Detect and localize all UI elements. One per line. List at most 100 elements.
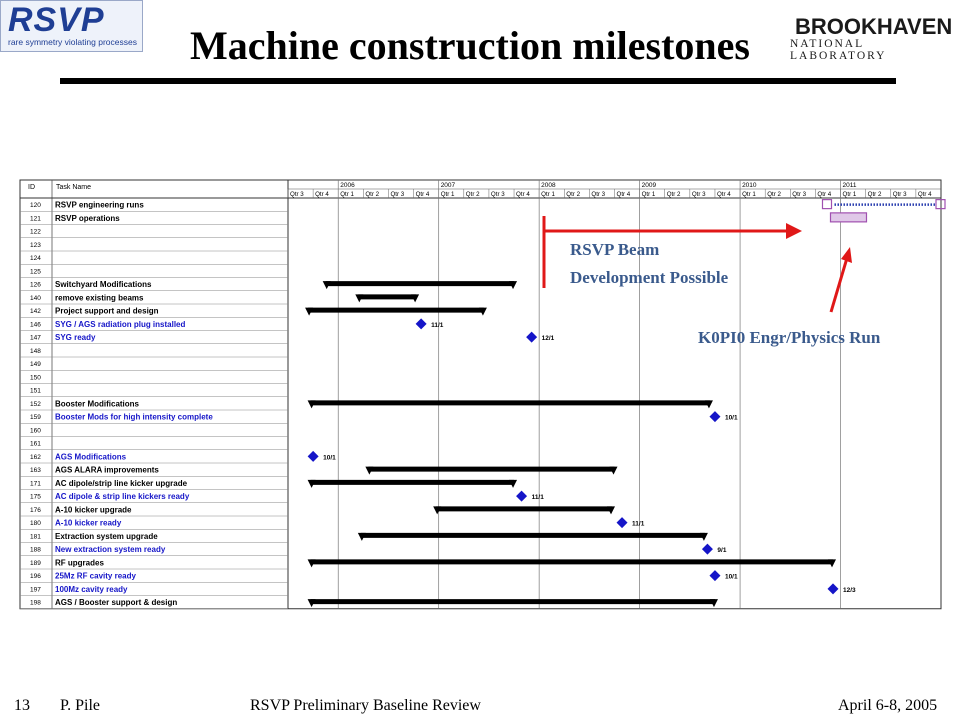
year-label: 2009 <box>642 182 657 189</box>
summary-bar-end-cap <box>828 559 837 568</box>
rsvp-logo <box>0 0 143 52</box>
milestone-date-label: 10/1 <box>725 415 738 422</box>
row-id: 140 <box>30 295 41 302</box>
quarter-label: Qtr 3 <box>692 191 706 198</box>
row-task-name: Booster Modifications <box>55 399 140 408</box>
row-id: 120 <box>30 202 41 209</box>
summary-bar <box>360 532 705 538</box>
row-id: 160 <box>30 427 41 434</box>
summary-bar-end-cap <box>709 599 718 608</box>
summary-bar-start-cap <box>307 479 316 488</box>
summary-bar <box>436 506 612 512</box>
row-id: 150 <box>30 374 41 381</box>
row-id: 197 <box>30 586 41 593</box>
footer-author: P. Pile <box>60 697 101 714</box>
quarter-label: Qtr 3 <box>792 191 806 198</box>
summary-bar <box>368 466 615 472</box>
row-id: 151 <box>30 388 41 395</box>
row-id: 163 <box>30 467 41 474</box>
summary-bar <box>310 479 515 485</box>
row-id: 122 <box>30 229 41 236</box>
row-id: 181 <box>30 533 41 540</box>
row-id: 149 <box>30 361 41 368</box>
year-label: 2007 <box>441 182 456 189</box>
quarter-label: Qtr 1 <box>441 191 455 198</box>
engineering-run-start-marker <box>821 199 833 210</box>
summary-bar-end-cap <box>509 479 518 488</box>
row-id: 188 <box>30 547 41 554</box>
engineering-run-end-marker <box>935 199 946 210</box>
summary-bar <box>358 294 417 300</box>
row-task-name: AC dipole/strip line kicker upgrade <box>55 479 188 488</box>
title-underline <box>60 78 896 84</box>
row-task-name: AGS / Booster support & design <box>55 598 177 607</box>
milestone-date-label: 11/1 <box>532 494 545 501</box>
row-id: 171 <box>30 480 41 487</box>
summary-bar-end-cap <box>411 294 420 303</box>
quarter-label: Qtr 4 <box>617 191 631 198</box>
annotation-overlay <box>542 199 946 313</box>
summary-bar-start-cap <box>305 307 314 316</box>
quarter-label: Qtr 2 <box>767 191 781 198</box>
summary-bar-start-cap <box>355 294 364 303</box>
milestone-date-label: 10/1 <box>725 574 738 581</box>
row-task-name: 25Mz RF cavity ready <box>55 572 136 581</box>
header-task-name: Task Name <box>56 184 91 191</box>
year-label: 2011 <box>843 182 857 189</box>
row-id: 196 <box>30 573 41 580</box>
summary-bar-end-cap <box>606 506 615 515</box>
beam-development-label-line1: RSVP Beam <box>570 240 660 259</box>
row-id: 176 <box>30 507 41 514</box>
summary-bar-end-cap <box>704 400 713 409</box>
quarter-label: Qtr 4 <box>817 191 831 198</box>
row-id: 159 <box>30 414 41 421</box>
row-task-name: AGS Modifications <box>55 452 127 461</box>
milestone-date-label: 11/1 <box>632 521 645 528</box>
summary-bar-start-cap <box>365 466 374 475</box>
row-id: 175 <box>30 494 41 501</box>
footer-date: April 6-8, 2005 <box>838 697 938 714</box>
milestone-diamond <box>827 583 839 595</box>
row-id: 123 <box>30 242 41 249</box>
summary-bar <box>308 307 484 313</box>
row-task-name: 100Mz cavity ready <box>55 585 128 594</box>
quarter-label: Qtr 4 <box>416 191 430 198</box>
rsvp-logo-subtitle: rare symmetry violating processes <box>8 37 137 47</box>
quarter-label: Qtr 1 <box>340 191 354 198</box>
milestone-date-label: 10/1 <box>323 454 336 461</box>
row-task-name: A-10 kicker upgrade <box>55 505 132 514</box>
year-label: 2006 <box>340 182 355 189</box>
milestone-diamond <box>709 570 721 582</box>
row-id: 121 <box>30 215 41 222</box>
row-task-name: Extraction system upgrade <box>55 532 158 541</box>
row-id: 189 <box>30 560 41 567</box>
quarter-label: Qtr 2 <box>667 191 681 198</box>
quarter-label: Qtr 2 <box>566 191 580 198</box>
year-label: 2008 <box>541 182 556 189</box>
row-task-name: RF upgrades <box>55 558 104 567</box>
milestone-diamond <box>415 318 427 330</box>
k0pi0-run-label: K0PI0 Engr/Physics Run <box>698 328 881 347</box>
quarter-label: Qtr 2 <box>868 191 882 198</box>
summary-bar <box>310 400 710 406</box>
rsvp-operations-bar <box>829 212 868 223</box>
bnl-logo-subtitle: NATIONAL LABORATORY <box>790 38 887 62</box>
row-task-name: AC dipole & strip line kickers ready <box>55 492 190 501</box>
row-task-name: Project support and design <box>55 307 159 316</box>
quarter-label: Qtr 1 <box>843 191 857 198</box>
k0pi0-arrow-shaft <box>829 257 849 313</box>
milestone-diamond <box>616 517 628 529</box>
row-id: 146 <box>30 321 41 328</box>
row-id: 147 <box>30 335 41 342</box>
summary-bar-end-cap <box>509 281 518 290</box>
milestone-date-label: 12/3 <box>843 587 856 594</box>
row-id: 198 <box>30 600 41 607</box>
summary-bar-start-cap <box>307 559 316 568</box>
row-task-name: RSVP engineering runs <box>55 201 144 210</box>
milestone-diamond <box>701 543 713 555</box>
page-title: Machine construction milestones <box>190 23 750 68</box>
row-task-name: remove existing beams <box>55 293 144 302</box>
milestone-date-label: 9/1 <box>717 547 726 554</box>
quarter-label: Qtr 1 <box>642 191 656 198</box>
milestone-date-label: 12/1 <box>542 335 555 342</box>
